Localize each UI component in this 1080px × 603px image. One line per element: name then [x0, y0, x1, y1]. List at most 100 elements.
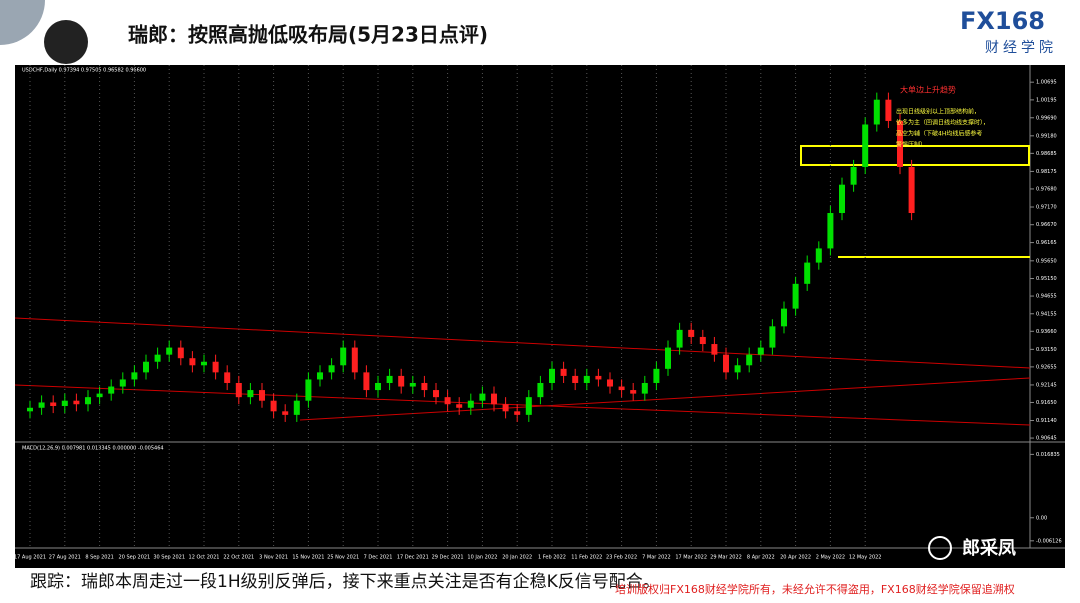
- candle-body: [514, 411, 521, 415]
- x-tick-label: 30 Sep 2021: [153, 555, 185, 561]
- candle-body: [409, 382, 416, 387]
- candle-body: [456, 404, 463, 408]
- y-tick-label: 0.97680: [1036, 186, 1057, 192]
- candle-body: [653, 368, 660, 383]
- y-tick-label: 0.98685: [1036, 151, 1057, 157]
- candle-body: [618, 386, 625, 391]
- candle-body: [815, 248, 822, 263]
- candle-body: [641, 382, 648, 394]
- y-tick-label: -0.006126: [1036, 538, 1062, 544]
- candle-body: [525, 397, 532, 415]
- y-tick-label: 0.92655: [1036, 364, 1057, 370]
- annotation: 高空为辅（下破4H均线后感参考: [896, 130, 982, 138]
- candle-body: [131, 372, 138, 380]
- wechat-icon: [928, 536, 952, 560]
- y-tick-label: 0.91140: [1036, 418, 1057, 424]
- candle-body: [235, 382, 242, 398]
- candle-body: [757, 347, 764, 355]
- y-tick-label: 1.00695: [1036, 80, 1057, 86]
- candle-body: [201, 361, 207, 366]
- x-tick-label: 29 Mar 2022: [710, 555, 742, 561]
- candle-body: [166, 347, 173, 355]
- y-tick-label: 0.95650: [1036, 258, 1057, 264]
- annotation: 警惕压制）: [896, 141, 926, 149]
- x-tick-label: 23 Feb 2022: [606, 555, 637, 561]
- footnote: 跟踪：瑞郎本周走过一段1H级别反弹后，接下来重点关注是否有企稳K反信号配合。: [30, 572, 660, 592]
- candle-body: [908, 166, 915, 214]
- candle-body: [479, 393, 486, 401]
- candle-body: [862, 124, 869, 167]
- candle-body: [386, 375, 393, 383]
- candle-body: [154, 354, 161, 362]
- candle-body: [85, 397, 91, 405]
- candle-body: [607, 379, 613, 387]
- y-tick-label: 0.00: [1036, 515, 1047, 521]
- candle-body: [270, 400, 277, 412]
- y-tick-label: 0.99180: [1036, 133, 1057, 139]
- candle-body: [340, 347, 347, 366]
- candle-body: [630, 390, 637, 394]
- y-tick-label: 0.94655: [1036, 294, 1057, 300]
- trendline: [14, 317, 1031, 369]
- candle-body: [375, 382, 381, 391]
- x-tick-label: 2 May 2022: [816, 555, 845, 561]
- y-tick-label: 0.93150: [1036, 347, 1057, 353]
- x-tick-label: 7 Mar 2022: [642, 555, 671, 561]
- candle-body: [873, 99, 880, 125]
- candle-body: [491, 393, 497, 405]
- candle-body: [363, 372, 370, 391]
- candle-body: [885, 99, 892, 121]
- candle-body: [351, 347, 358, 373]
- candle-body: [444, 397, 451, 405]
- candle-body: [792, 283, 799, 309]
- x-tick-label: 10 Jan 2022: [467, 555, 497, 561]
- candle-body: [212, 361, 219, 373]
- y-tick-label: 0.90645: [1036, 436, 1057, 442]
- y-tick-label: 0.91650: [1036, 400, 1057, 406]
- x-tick-label: 12 Oct 2021: [189, 555, 220, 561]
- candle-body: [804, 262, 811, 284]
- candle-body: [827, 213, 834, 249]
- x-tick-label: 12 May 2022: [849, 555, 882, 561]
- y-tick-label: 0.96670: [1036, 222, 1057, 228]
- x-tick-label: 7 Dec 2021: [364, 555, 393, 561]
- candle-body: [665, 347, 671, 369]
- candle-body: [839, 184, 845, 214]
- candle-body: [119, 379, 126, 387]
- candle-body: [502, 404, 509, 412]
- chart-panel: [15, 65, 1065, 568]
- deco-circle: [44, 20, 88, 64]
- candle-body: [781, 308, 787, 327]
- candle-body: [467, 400, 474, 408]
- candle-body: [850, 166, 857, 185]
- y-tick-label: 0.93660: [1036, 329, 1057, 335]
- trendline: [299, 377, 1031, 421]
- x-tick-label: 3 Nov 2021: [259, 555, 288, 561]
- x-tick-label: 1 Feb 2022: [538, 555, 566, 561]
- x-tick-label: 20 Apr 2022: [780, 555, 811, 561]
- x-tick-label: 11 Feb 2022: [571, 555, 602, 561]
- candle-body: [328, 365, 335, 373]
- copyright: 培训版权归FX168财经学院所有，未经允许不得盗用，FX168财经学院保留追溯权: [615, 582, 1015, 596]
- candle-body: [769, 326, 776, 348]
- candle-body: [305, 379, 312, 401]
- y-tick-label: 0.92145: [1036, 382, 1057, 388]
- x-tick-label: 8 Apr 2022: [747, 555, 775, 561]
- x-tick-label: 27 Aug 2021: [49, 555, 81, 561]
- x-tick-label: 17 Dec 2021: [397, 555, 429, 561]
- x-tick-label: 17 Aug 2021: [14, 555, 46, 561]
- watermark: 郎采凤: [962, 537, 1016, 559]
- title: 瑞郎：按照高抛低吸布局(5月23日点评): [128, 23, 488, 47]
- candle-body: [549, 368, 555, 383]
- candle-body: [537, 382, 544, 398]
- deco-circle: [0, 0, 45, 45]
- candle-body: [293, 400, 300, 415]
- candle-body: [177, 347, 184, 359]
- candle-body: [897, 120, 903, 167]
- candle-body: [699, 336, 706, 345]
- candle-body: [96, 393, 103, 398]
- x-tick-label: 25 Nov 2021: [327, 555, 359, 561]
- y-tick-label: 0.94155: [1036, 311, 1057, 317]
- x-tick-label: 20 Jan 2022: [502, 555, 532, 561]
- x-tick-label: 20 Sep 2021: [119, 555, 151, 561]
